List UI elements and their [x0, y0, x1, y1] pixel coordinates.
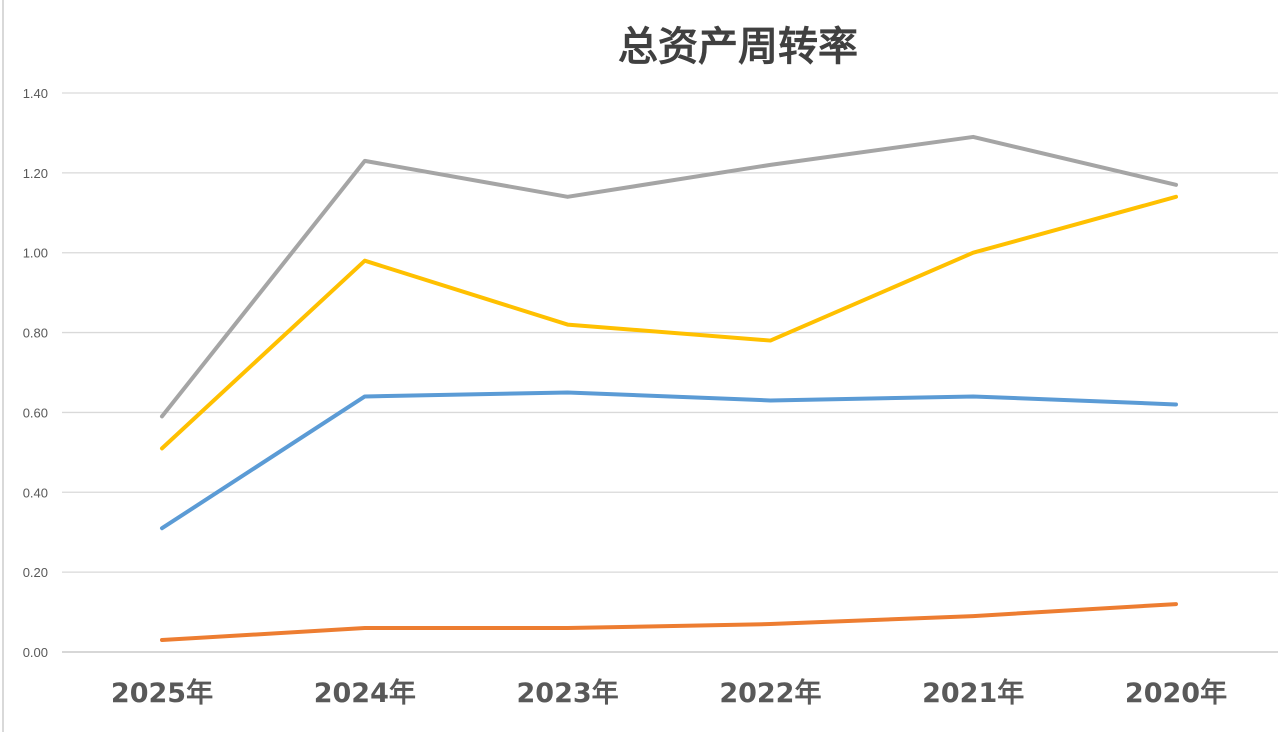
left-border	[2, 0, 4, 732]
series-line-1	[160, 602, 1178, 643]
chart-title: 总资产周转率	[618, 23, 858, 70]
y-tick-label: 0.20	[23, 565, 48, 580]
series-line-0	[160, 390, 1178, 531]
y-tick-label: 0.40	[23, 485, 48, 500]
x-tick-label: 2023年	[517, 677, 619, 709]
y-tick-label: 0.80	[23, 326, 48, 341]
series-line-2	[160, 134, 1178, 419]
y-tick-label: 0.60	[23, 405, 48, 420]
x-tick-label: 2022年	[719, 677, 821, 709]
x-tick-label: 2020年	[1125, 677, 1227, 709]
y-tick-label: 0.00	[23, 645, 48, 660]
x-tick-label: 2021年	[922, 677, 1024, 709]
y-tick-label: 1.00	[23, 246, 48, 261]
y-tick-label: 1.20	[23, 166, 48, 181]
x-tick-label: 2025年	[111, 677, 213, 709]
y-tick-label: 1.40	[23, 86, 48, 101]
x-tick-label: 2024年	[314, 677, 416, 709]
series-line-3	[160, 194, 1178, 451]
